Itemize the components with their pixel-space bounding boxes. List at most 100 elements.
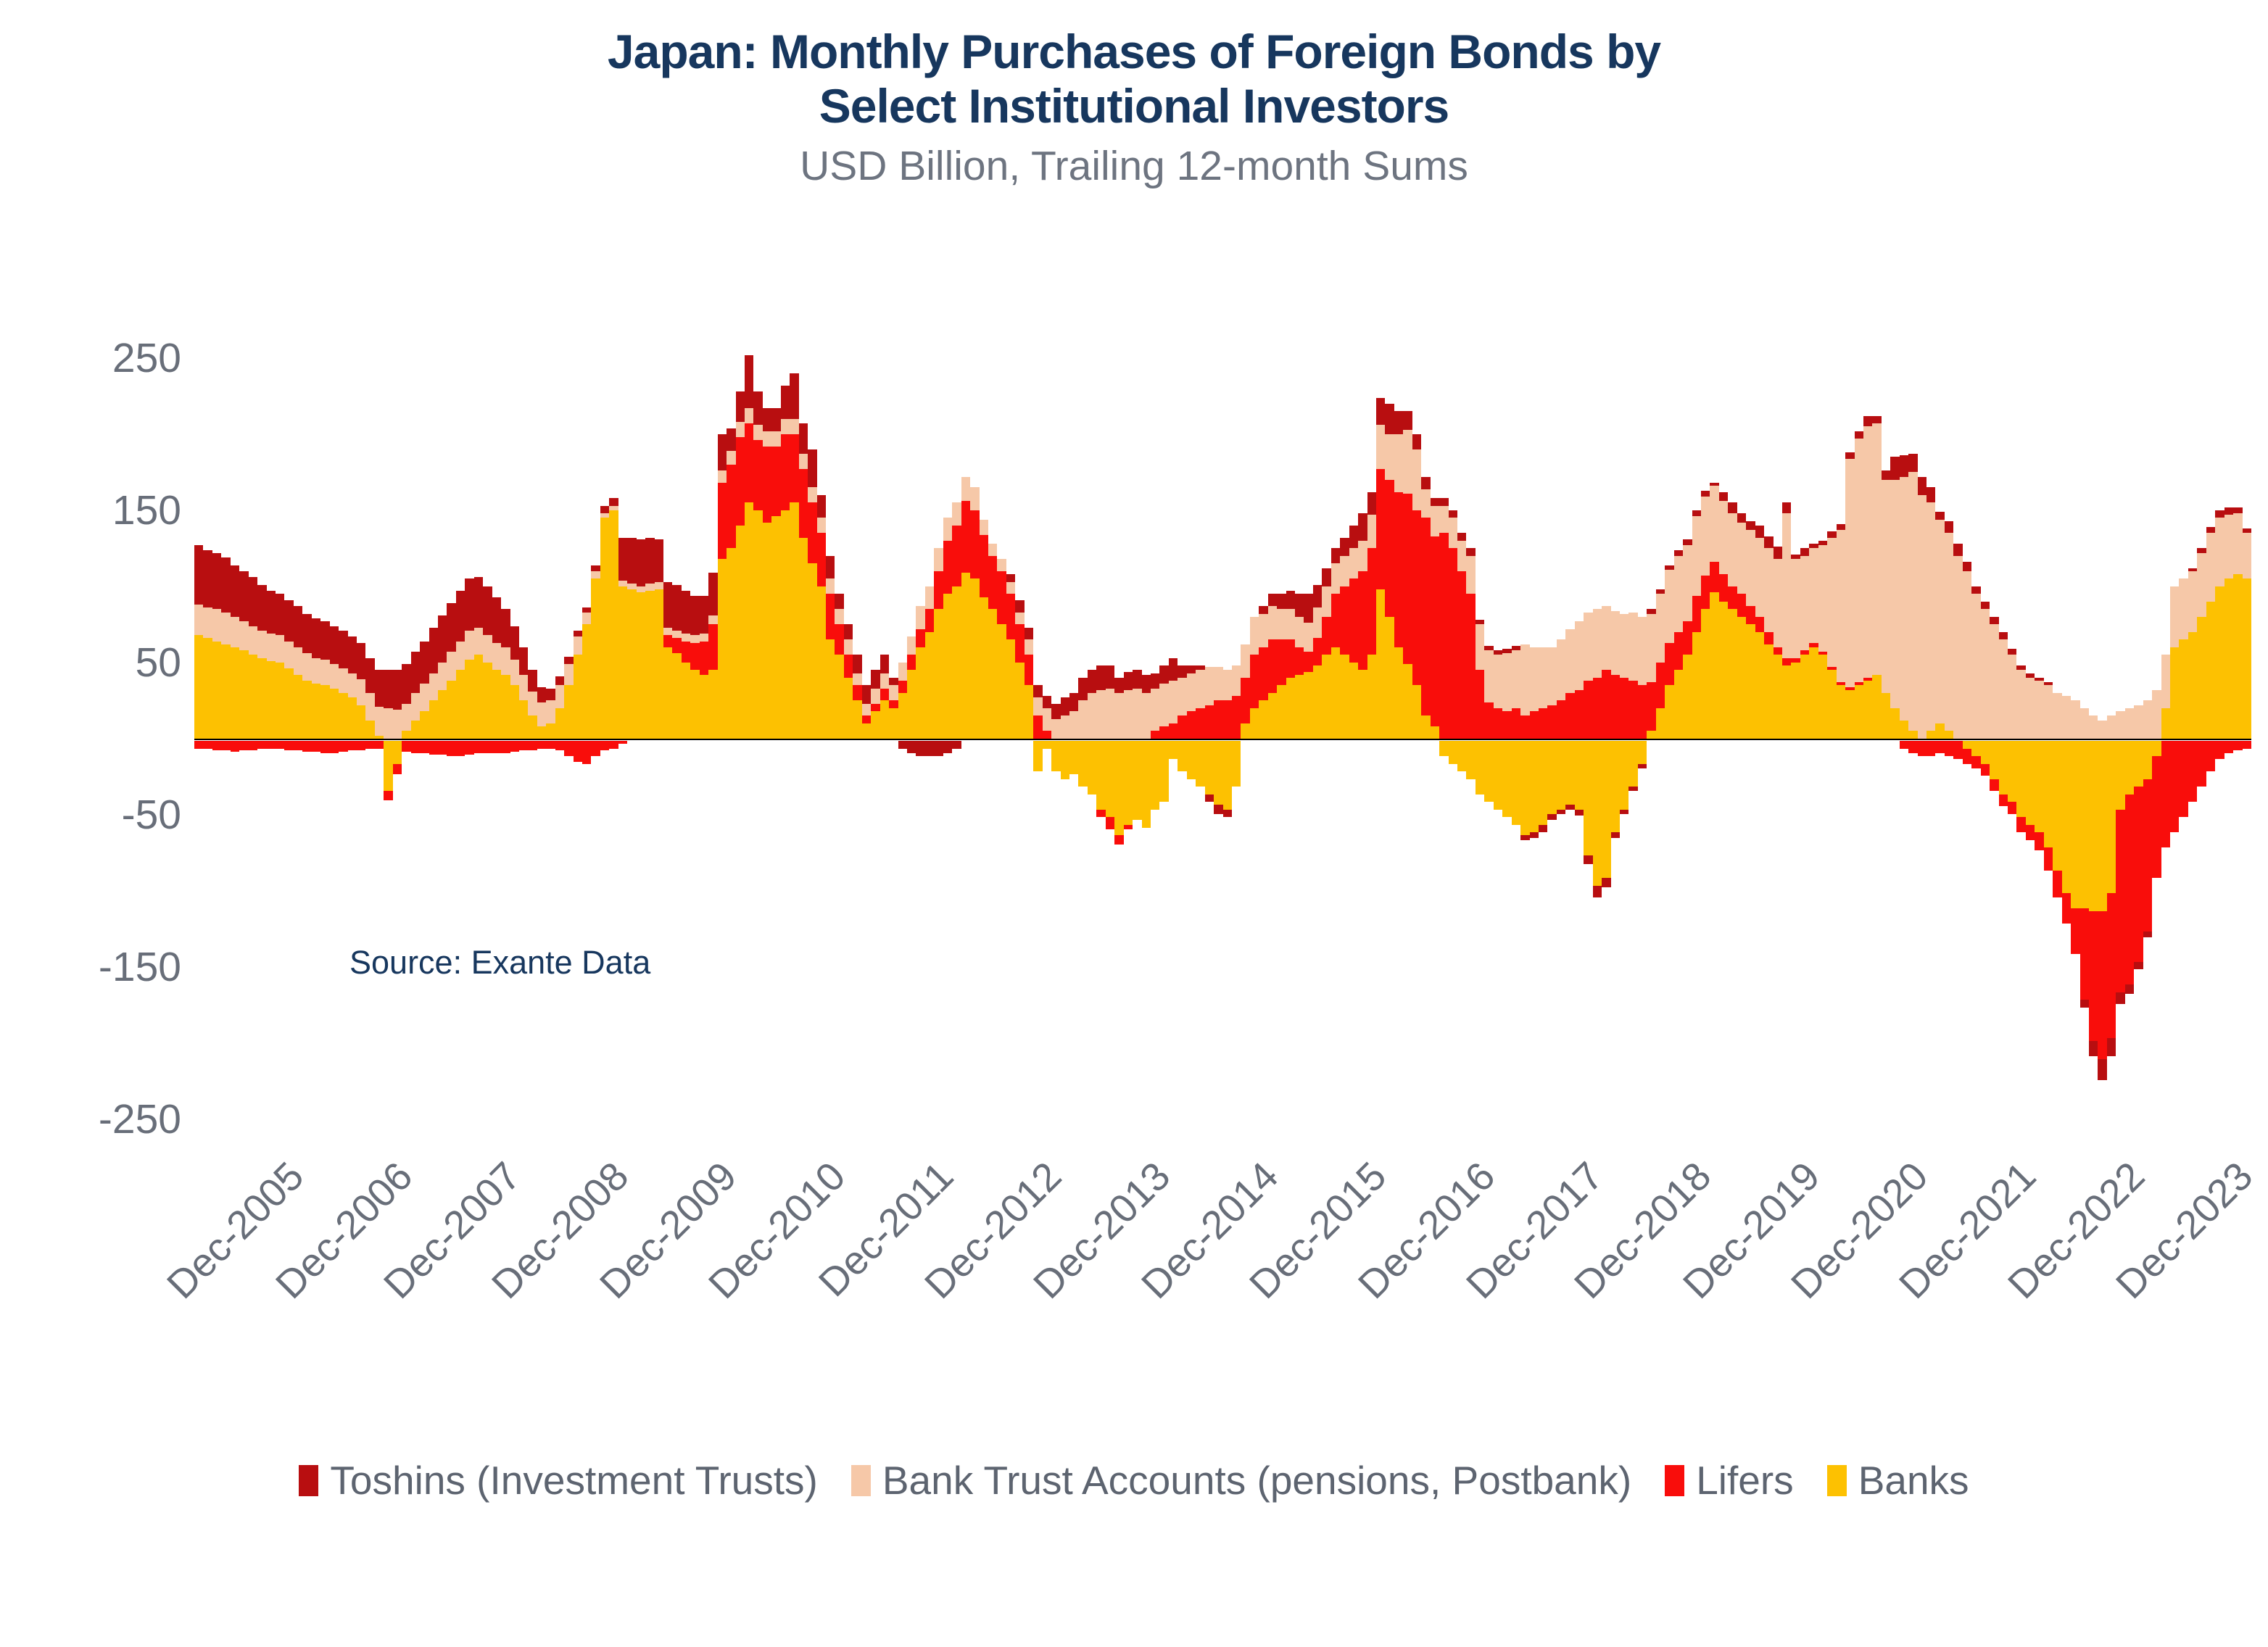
bar-segment-banks <box>2044 741 2053 847</box>
bar-segment-toshins-investment-trusts <box>1656 589 1665 594</box>
bar-segment-banks <box>1971 741 1981 756</box>
bar-segment-toshins-investment-trusts <box>1196 665 1205 670</box>
bar-segment-toshins-investment-trusts <box>1728 502 1737 513</box>
bar-segment-bank-trust-accounts-pensions-postbank <box>2053 693 2062 739</box>
bar-segment-toshins-investment-trusts <box>618 538 627 581</box>
bar-segment-lifers <box>1151 731 1159 739</box>
bar-segment-toshins-investment-trusts <box>1818 541 1827 545</box>
bar-segment-banks <box>600 518 609 739</box>
bar-segment-lifers <box>492 741 501 753</box>
bar-segment-banks <box>365 721 375 739</box>
bar-segment-bank-trust-accounts-pensions-postbank <box>2062 696 2071 739</box>
bar-segment-toshins-investment-trusts <box>2188 568 2197 571</box>
bar-segment-toshins-investment-trusts <box>2243 528 2251 533</box>
bar-segment-toshins-investment-trusts <box>1178 665 1187 678</box>
bar-segment-bank-trust-accounts-pensions-postbank <box>537 702 546 726</box>
bar-segment-toshins-investment-trusts <box>1431 498 1439 506</box>
bar-segment-bank-trust-accounts-pensions-postbank <box>1196 670 1205 708</box>
bar-segment-banks <box>753 510 763 739</box>
bar-segment-lifers <box>609 741 618 749</box>
bar-segment-lifers <box>1575 690 1584 739</box>
bar-segment-bank-trust-accounts-pensions-postbank <box>637 586 645 592</box>
bar-segment-banks <box>501 675 510 739</box>
bar-segment-lifers <box>1394 492 1403 647</box>
bar-segment-toshins-investment-trusts <box>672 585 682 631</box>
bar-segment-lifers <box>2107 893 2116 1038</box>
bar-segment-banks <box>1142 741 1151 828</box>
bar-segment-bank-trust-accounts-pensions-postbank <box>1728 513 1737 586</box>
bar-segment-toshins-investment-trusts <box>1926 487 1935 502</box>
bar-segment-banks <box>1367 655 1376 739</box>
bar-segment-banks <box>934 609 943 739</box>
bar-segment-banks <box>1187 741 1196 779</box>
bar-segment-lifers <box>1277 639 1286 685</box>
bar-segment-toshins-investment-trusts <box>1719 492 1728 501</box>
bar-segment-toshins-investment-trusts <box>438 615 447 663</box>
bar-segment-lifers <box>2224 741 2233 753</box>
bar-segment-bank-trust-accounts-pensions-postbank <box>663 628 672 635</box>
bar-segment-bank-trust-accounts-pensions-postbank <box>2026 678 2035 739</box>
bar-segment-banks <box>402 731 411 739</box>
legend-swatch-icon <box>299 1464 319 1496</box>
bar-segment-toshins-investment-trusts <box>1935 512 1945 520</box>
bar-segment-bank-trust-accounts-pensions-postbank <box>1394 434 1403 492</box>
bar-segment-bank-trust-accounts-pensions-postbank <box>203 607 212 638</box>
bar-segment-bank-trust-accounts-pensions-postbank <box>2016 670 2026 739</box>
bar-segment-banks <box>889 708 898 739</box>
bar-segment-banks <box>961 573 970 739</box>
bar-segment-toshins-investment-trusts <box>1376 398 1385 425</box>
bar-segment-lifers <box>1692 596 1701 632</box>
bar-segment-banks <box>1259 700 1268 739</box>
bar-segment-toshins-investment-trusts <box>1151 673 1159 689</box>
bar-segment-banks <box>1088 741 1096 795</box>
bar-segment-bank-trust-accounts-pensions-postbank <box>1358 541 1367 571</box>
bar-segment-banks <box>320 685 330 739</box>
bar-segment-lifers <box>2215 741 2224 759</box>
bar-segment-bank-trust-accounts-pensions-postbank <box>420 684 429 711</box>
bar-segment-lifers <box>1981 764 1990 776</box>
chart-legend: Toshins (Investment Trusts) Bank Trust Ac… <box>0 1457 2268 1503</box>
bar-segment-banks <box>591 578 600 739</box>
bar-segment-lifers <box>231 741 239 752</box>
bar-segment-lifers <box>1737 594 1746 617</box>
bar-segment-bank-trust-accounts-pensions-postbank <box>574 636 582 655</box>
bar-segment-toshins-investment-trusts <box>465 578 474 631</box>
bar-segment-bank-trust-accounts-pensions-postbank <box>447 652 456 681</box>
bar-segment-bank-trust-accounts-pensions-postbank <box>1774 559 1782 647</box>
bar-segment-lifers <box>1313 638 1322 665</box>
bar-segment-toshins-investment-trusts <box>1367 492 1376 515</box>
bar-segment-lifers <box>817 533 826 586</box>
bar-segment-banks <box>203 638 212 739</box>
bar-segment-lifers <box>1539 708 1547 739</box>
bar-segment-banks <box>1945 731 1953 739</box>
bar-segment-lifers <box>663 635 672 647</box>
bar-segment-toshins-investment-trusts <box>483 586 492 635</box>
bar-segment-bank-trust-accounts-pensions-postbank <box>330 664 339 689</box>
bar-segment-toshins-investment-trusts <box>2089 1041 2098 1056</box>
bar-segment-toshins-investment-trusts <box>934 741 943 756</box>
bar-segment-toshins-investment-trusts <box>1900 455 1908 477</box>
bar-segment-lifers <box>2134 787 2143 962</box>
bar-segment-lifers <box>1774 647 1782 655</box>
bar-segment-lifers <box>1494 708 1502 739</box>
bar-segment-bank-trust-accounts-pensions-postbank <box>2008 655 2016 739</box>
legend-label: Toshins (Investment Trusts) <box>330 1458 818 1503</box>
bar-segment-lifers <box>1809 643 1818 647</box>
bar-segment-lifers <box>1593 678 1602 739</box>
bar-segment-lifers <box>1367 548 1376 655</box>
bar-segment-lifers <box>1421 518 1431 715</box>
bar-segment-toshins-investment-trusts <box>1710 483 1719 486</box>
bar-segment-bank-trust-accounts-pensions-postbank <box>1259 614 1268 647</box>
bar-segment-lifers <box>582 741 591 764</box>
bar-segment-bank-trust-accounts-pensions-postbank <box>1520 644 1530 715</box>
bar-segment-lifers <box>574 741 582 762</box>
bar-segment-banks <box>1872 675 1882 739</box>
bar-segment-bank-trust-accounts-pensions-postbank <box>871 689 880 704</box>
bar-segment-bank-trust-accounts-pensions-postbank <box>835 609 844 624</box>
bar-segment-banks <box>474 655 483 739</box>
bar-segment-banks <box>2170 647 2179 739</box>
bar-segment-banks <box>844 678 853 739</box>
bar-segment-bank-trust-accounts-pensions-postbank <box>1791 559 1800 658</box>
bar-segment-banks <box>465 660 474 739</box>
bar-segment-toshins-investment-trusts <box>835 594 844 609</box>
